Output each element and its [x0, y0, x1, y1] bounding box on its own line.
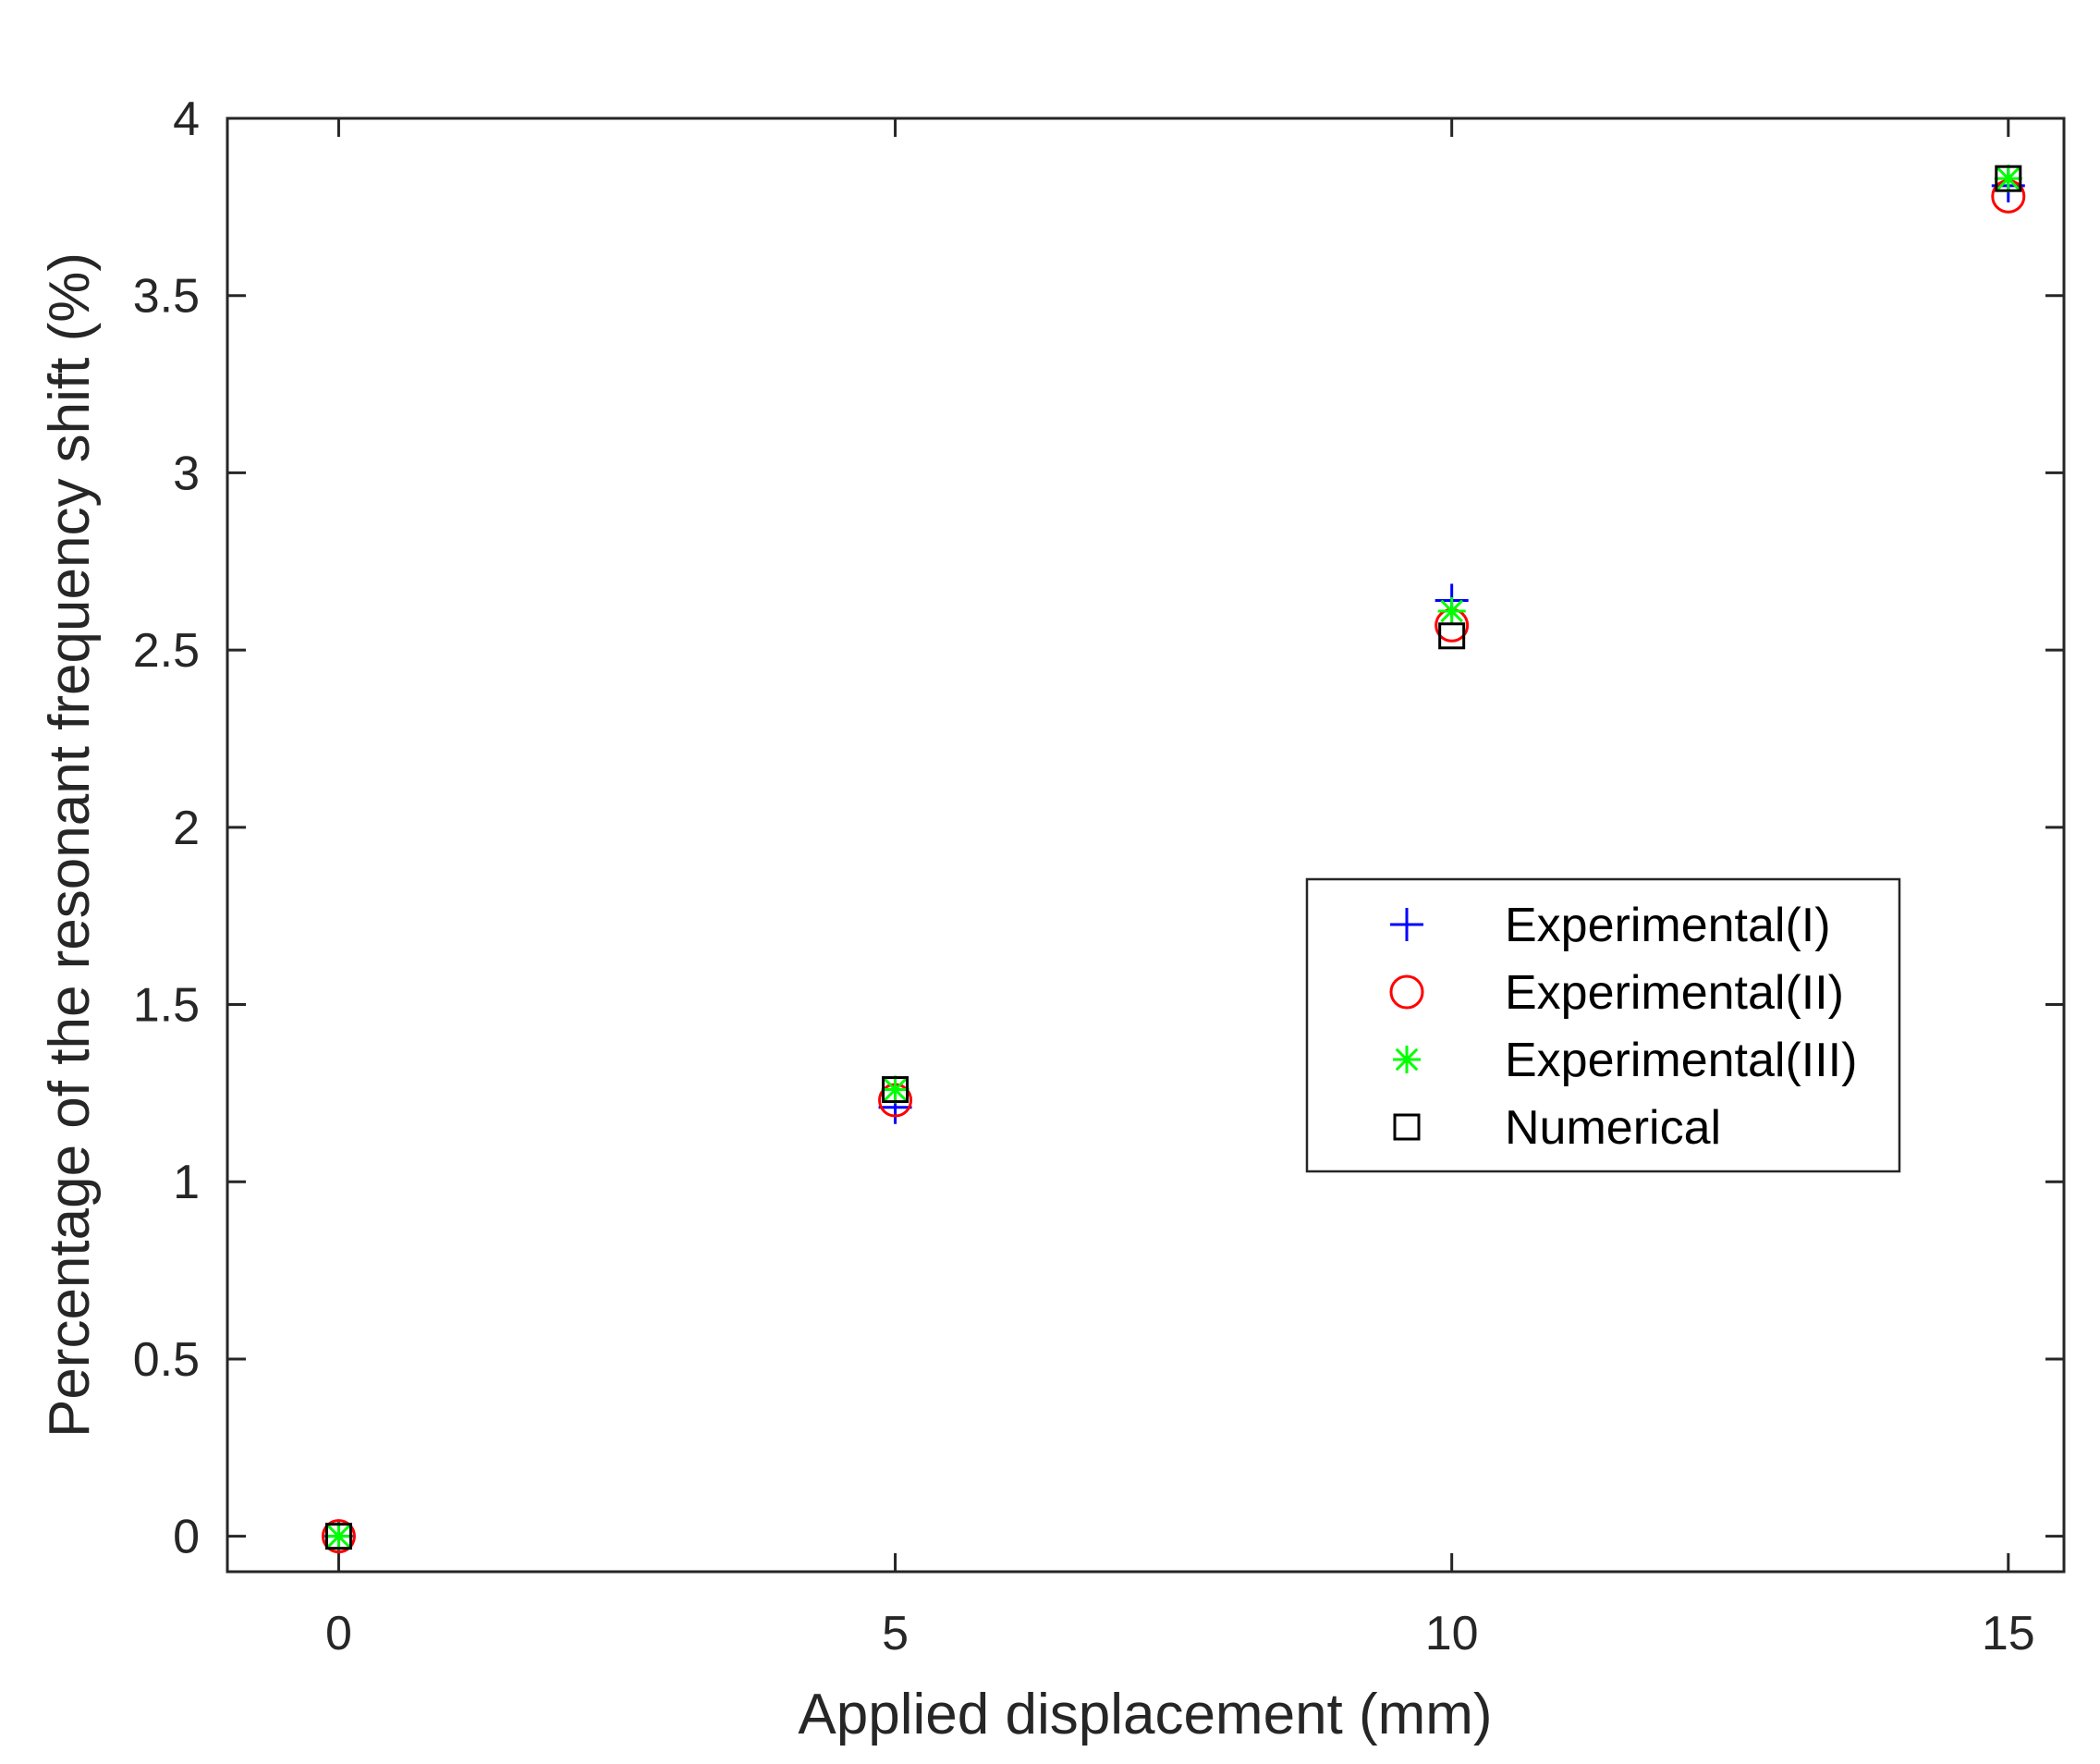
- legend: Experimental(I) Experimental(II) Experimen…: [1305, 877, 1901, 1173]
- y-tick-label: 2.5: [133, 624, 200, 678]
- legend-label: Experimental(III): [1505, 1034, 1857, 1087]
- y-tick-label: 3: [173, 447, 200, 500]
- x-tick-label: 5: [882, 1607, 909, 1660]
- y-tick-label: 1.5: [133, 979, 200, 1033]
- y-axis-title: Percentage of the resonant frequency shi…: [38, 252, 102, 1438]
- data-point-asterisk: [1437, 596, 1466, 625]
- legend-label: Numerical: [1505, 1101, 1721, 1155]
- data-point-asterisk: [1994, 165, 2022, 193]
- y-tick-label: 0: [173, 1511, 200, 1564]
- legend-marker-asterisk: [1393, 1046, 1421, 1073]
- legend-marker-plus: [1390, 908, 1423, 941]
- plot-area: [226, 116, 2066, 1574]
- data-point-square: [1995, 165, 2022, 192]
- data-point-square: [1438, 622, 1466, 650]
- y-tick-label: 1: [173, 1156, 200, 1209]
- data-point-square: [324, 1523, 352, 1550]
- legend-marker-square: [1393, 1113, 1421, 1141]
- x-tick-label: 0: [325, 1607, 352, 1660]
- x-tick-label: 10: [1425, 1607, 1479, 1660]
- legend-label: Experimental(I): [1505, 899, 1831, 952]
- data-point-circle: [321, 1519, 356, 1554]
- y-tick-label: 3.5: [133, 270, 200, 324]
- x-tick-label: 15: [1982, 1607, 2035, 1660]
- data-point-square: [882, 1076, 910, 1104]
- legend-marker-circle: [1389, 974, 1424, 1010]
- legend-label: Experimental(II): [1505, 966, 1844, 1020]
- y-tick-label: 2: [173, 802, 200, 855]
- y-tick-label: 0.5: [133, 1333, 200, 1387]
- data-point-asterisk: [881, 1075, 910, 1104]
- data-point-asterisk: [324, 1522, 353, 1550]
- y-tick-label: 4: [173, 92, 200, 146]
- x-axis-title: Applied displacement (mm): [798, 1683, 1492, 1746]
